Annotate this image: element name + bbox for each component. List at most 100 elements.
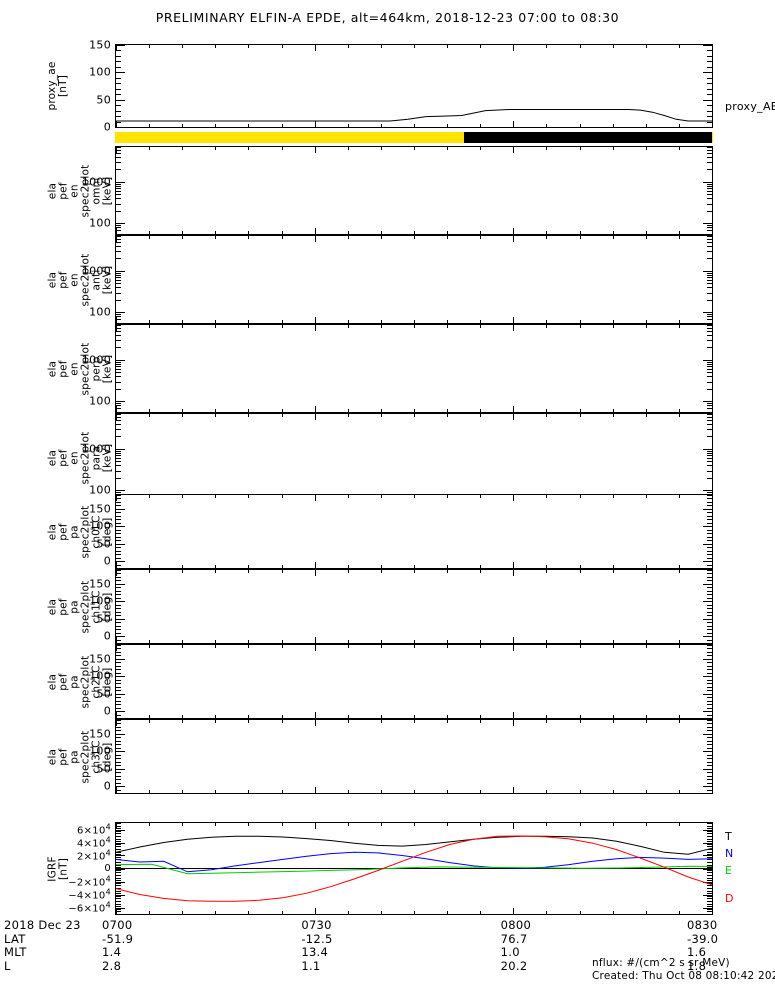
axis-tick xyxy=(707,458,712,459)
axis-tick xyxy=(116,116,121,117)
axis-tick xyxy=(707,314,712,315)
axis-tick xyxy=(282,325,283,328)
axis-tick xyxy=(707,526,712,527)
axis-tick xyxy=(707,783,712,784)
axis-tick xyxy=(707,516,712,517)
axis-tick xyxy=(707,836,712,837)
axis-tick xyxy=(546,720,547,723)
axis-tick xyxy=(447,124,448,127)
axis-tick xyxy=(116,236,121,237)
axis-tick xyxy=(116,89,121,90)
axis-tick xyxy=(707,859,712,860)
axis-tick xyxy=(116,755,121,756)
axis-tick xyxy=(315,570,316,576)
axis-tick xyxy=(116,655,121,656)
axis-tick xyxy=(707,382,712,383)
axis-tick xyxy=(707,325,712,326)
axis-tick xyxy=(215,715,216,718)
axis-tick xyxy=(248,147,249,150)
axis-tick xyxy=(707,194,712,195)
axis-tick xyxy=(116,544,121,545)
axis-tick xyxy=(546,911,547,914)
panel-proxy_ae xyxy=(115,44,713,128)
axis-tick xyxy=(707,277,712,278)
axis-tick xyxy=(414,715,415,718)
axis-tick xyxy=(182,823,183,826)
ytick-label: 6×104 xyxy=(76,821,111,837)
axis-tick xyxy=(116,458,121,459)
ytick-labels-igrf: 6×104 4×104 2×104 0 −2×104 −4×104 −6×104 xyxy=(53,822,111,915)
axis-tick xyxy=(613,124,614,127)
axis-tick xyxy=(414,570,415,573)
axis-tick xyxy=(580,124,581,127)
axis-tick xyxy=(707,331,712,332)
axis-tick xyxy=(116,712,117,718)
ylabel-line: [nT] xyxy=(57,857,70,880)
ylabel-line: para xyxy=(90,445,103,470)
ylabel-line: [deg] xyxy=(101,517,114,546)
axis-tick xyxy=(315,317,316,323)
axis-tick xyxy=(116,414,117,420)
axis-tick xyxy=(480,645,481,648)
axis-tick xyxy=(646,495,647,498)
axis-tick xyxy=(348,236,349,239)
ytick-label: −4×104 xyxy=(68,886,111,902)
axis-tick xyxy=(707,429,712,430)
axis-tick xyxy=(707,242,712,243)
xtick-label: 0730 xyxy=(301,918,332,932)
axis-tick xyxy=(116,711,121,712)
axis-tick xyxy=(348,124,349,127)
axis-tick xyxy=(613,236,614,239)
axis-tick xyxy=(707,451,712,452)
axis-tick xyxy=(116,424,121,425)
axis-tick xyxy=(707,790,712,791)
axis-tick xyxy=(703,490,712,491)
axis-tick xyxy=(480,565,481,568)
axis-tick xyxy=(580,911,581,914)
axis-tick xyxy=(116,772,121,773)
axis-tick xyxy=(215,911,216,914)
axis-tick xyxy=(116,239,121,240)
panel-en-spec2plot-para xyxy=(115,413,713,502)
axis-tick xyxy=(215,570,216,573)
axis-tick xyxy=(707,870,712,871)
axis-tick xyxy=(414,823,415,826)
axis-tick xyxy=(679,409,680,412)
axis-tick xyxy=(712,325,713,331)
axis-tick xyxy=(315,823,316,829)
axis-tick xyxy=(116,568,121,569)
ylabel-line: ch1LC xyxy=(90,589,103,624)
axis-tick xyxy=(381,640,382,643)
ylabel-pa-spec2plot-ch1LC: ela pef pa spec2plot ch1LC [deg] xyxy=(46,569,113,644)
axis-tick xyxy=(707,612,712,613)
axis-tick xyxy=(707,880,712,881)
axis-tick xyxy=(116,495,117,501)
axis-tick xyxy=(707,561,712,562)
axis-tick xyxy=(707,888,712,889)
axis-tick xyxy=(116,652,121,653)
ytick-label: 50 xyxy=(96,762,111,776)
axis-tick xyxy=(116,666,121,667)
axis-tick xyxy=(580,645,581,648)
axis-tick xyxy=(116,908,117,914)
axis-tick xyxy=(707,636,712,637)
axis-tick xyxy=(646,320,647,323)
axis-tick xyxy=(707,293,712,294)
axis-tick xyxy=(712,317,713,323)
axis-tick xyxy=(116,293,121,294)
axis-tick xyxy=(707,335,712,336)
axis-tick xyxy=(282,147,283,150)
axis-tick xyxy=(116,127,125,128)
axis-tick xyxy=(646,231,647,234)
axis-tick xyxy=(712,147,713,153)
trace-E xyxy=(115,863,713,875)
axis-tick xyxy=(248,236,249,239)
ytick-label: 1000 xyxy=(81,442,111,456)
axis-tick xyxy=(703,182,712,183)
axis-tick xyxy=(282,45,283,48)
axis-tick xyxy=(707,622,712,623)
axis-tick xyxy=(703,449,712,450)
axis-tick xyxy=(480,409,481,412)
axis-tick xyxy=(248,231,249,234)
axis-tick xyxy=(116,758,121,759)
